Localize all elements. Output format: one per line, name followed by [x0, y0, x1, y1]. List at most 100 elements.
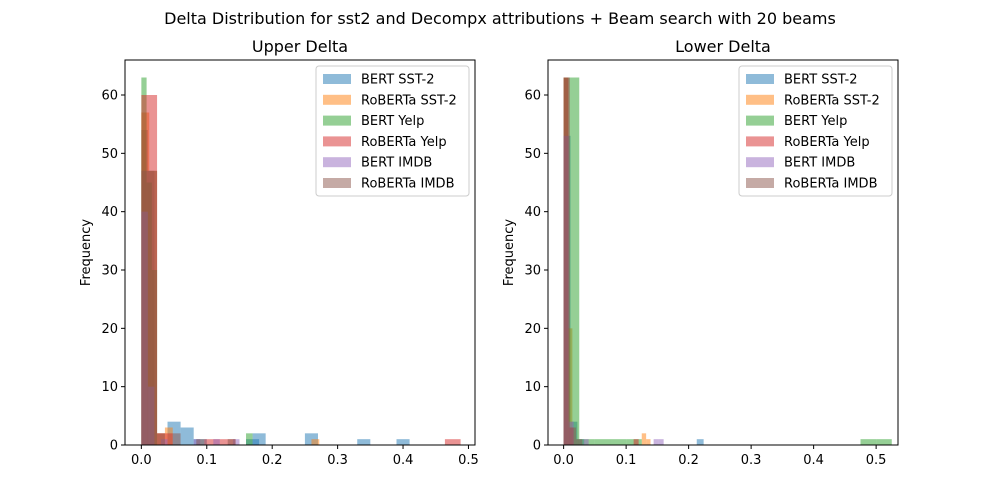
- bar-5-3: [172, 433, 181, 445]
- legend-label: BERT IMDB: [784, 156, 855, 171]
- x-ticks-lower: 0.0 0.1 0.2 0.3 0.4 0.5: [553, 445, 886, 468]
- x-tick-label: 0.2: [262, 453, 283, 468]
- legend-label: RoBERTa IMDB: [361, 177, 455, 192]
- legend-swatch: [746, 74, 774, 84]
- legend-swatch: [323, 74, 351, 84]
- bar-5-5: [227, 439, 236, 445]
- bar-4-2: [583, 439, 589, 445]
- legend-label: RoBERTa Yelp: [784, 135, 870, 150]
- legend-swatch: [746, 136, 774, 147]
- legend-label: RoBERTa IMDB: [784, 177, 878, 192]
- x-tick-label: 0.2: [678, 453, 699, 468]
- y-tick-label: 10: [524, 380, 541, 395]
- bar-1-2: [641, 433, 647, 445]
- x-tick-label: 0.3: [741, 453, 762, 468]
- subplot-lower-delta: Lower Delta 0.0 0.1 0.2 0.3 0.4 0.5 0 10 20 30 40…: [502, 37, 899, 468]
- bar-3-3: [219, 439, 236, 445]
- bar-1-4: [311, 439, 320, 445]
- subplot-title-lower: Lower Delta: [675, 37, 771, 56]
- y-tick-label: 50: [101, 147, 118, 162]
- bar-4-4: [658, 439, 664, 445]
- y-tick-label: 0: [533, 439, 541, 454]
- y-tick-label: 40: [101, 205, 118, 220]
- bar-0-9: [396, 439, 410, 445]
- bars-lower: [563, 77, 892, 445]
- x-tick-label: 0.1: [616, 453, 637, 468]
- bar-0-7: [304, 433, 318, 445]
- bar-1-3: [646, 439, 651, 445]
- y-tick-label: 40: [524, 205, 541, 220]
- x-tick-label: 0.5: [866, 453, 887, 468]
- bar-2-5: [860, 439, 877, 445]
- bar-5-0: [141, 170, 150, 445]
- x-tick-label: 0.3: [327, 453, 348, 468]
- y-tick-label: 10: [101, 380, 118, 395]
- x-ticks-upper: 0.0 0.1 0.2 0.3 0.4 0.5: [131, 445, 479, 468]
- y-tick-label: 60: [101, 89, 118, 104]
- legend-label: BERT SST-2: [784, 73, 858, 88]
- bar-4-3: [653, 439, 659, 445]
- legend-label: BERT SST-2: [361, 73, 435, 88]
- figure-title: Delta Distribution for sst2 and Decompx …: [164, 9, 836, 28]
- legend-label: BERT Yelp: [784, 114, 847, 129]
- bar-4-5: [232, 439, 240, 445]
- x-tick-label: 0.0: [553, 453, 574, 468]
- bar-5-2: [576, 439, 583, 445]
- legend-label: RoBERTa SST-2: [784, 93, 880, 108]
- bar-0-3: [180, 427, 194, 445]
- bar-2-2: [594, 439, 611, 445]
- legend-swatch: [323, 157, 351, 168]
- x-tick-label: 0.4: [803, 453, 824, 468]
- legend-swatch: [746, 157, 774, 168]
- legend-label: RoBERTa Yelp: [361, 135, 447, 150]
- x-tick-label: 0.5: [458, 453, 479, 468]
- y-tick-label: 20: [101, 322, 118, 337]
- legend-swatch: [323, 115, 351, 126]
- legend-swatch: [746, 94, 774, 105]
- y-tick-label: 0: [110, 439, 118, 454]
- x-tick-label: 0.1: [196, 453, 217, 468]
- x-tick-label: 0.0: [131, 453, 152, 468]
- bars-upper: [141, 77, 461, 445]
- bar-3-4: [444, 439, 461, 445]
- legend-swatch: [323, 136, 351, 147]
- bar-0-3: [696, 439, 704, 445]
- y-ticks-upper: 0 10 20 30 40 50 60: [101, 89, 125, 454]
- bar-5-0: [563, 77, 570, 445]
- bar-0-8: [357, 439, 371, 445]
- axes-frame-lower: [547, 59, 899, 446]
- bar-5-4: [196, 439, 205, 445]
- bar-5-2: [157, 433, 165, 445]
- bar-3-2: [204, 439, 220, 445]
- y-axis-label-upper: Frequency: [79, 219, 94, 286]
- legend-label: RoBERTa SST-2: [361, 93, 457, 108]
- bar-5-1: [569, 427, 577, 445]
- bar-2-3: [610, 439, 627, 445]
- bar-2-3: [246, 433, 253, 445]
- legend-upper: BERT SST-2 RoBERTa SST-2 BERT Yelp RoBERTa …: [315, 65, 470, 197]
- legend-swatch: [323, 178, 351, 188]
- bar-0-6: [252, 433, 266, 445]
- legend-swatch: [746, 178, 774, 188]
- y-ticks-lower: 0 10 20 30 40 50 60: [524, 89, 548, 454]
- legend-swatch: [323, 94, 351, 105]
- legend-box: [315, 65, 470, 197]
- bar-2-6: [876, 439, 892, 445]
- x-tick-label: 0.4: [393, 453, 414, 468]
- y-axis-label-lower: Frequency: [502, 219, 517, 286]
- y-tick-label: 30: [524, 264, 541, 279]
- y-tick-label: 60: [524, 89, 541, 104]
- y-tick-label: 50: [524, 147, 541, 162]
- y-tick-label: 20: [524, 322, 541, 337]
- subplot-title-upper: Upper Delta: [252, 37, 348, 56]
- legend-label: BERT IMDB: [361, 156, 432, 171]
- bar-5-1: [149, 170, 158, 445]
- legend-box: [738, 65, 893, 197]
- bar-4-4: [213, 439, 220, 445]
- legend-lower: BERT SST-2 RoBERTa SST-2 BERT Yelp RoBERTa …: [738, 65, 893, 197]
- bar-3-2: [633, 439, 639, 445]
- legend-label: BERT Yelp: [361, 114, 424, 129]
- subplot-upper-delta: Upper Delta 0.0 0.1 0.2 0.3 0.4 0.5 0 10 20 30 40…: [79, 37, 479, 468]
- legend-swatch: [746, 115, 774, 126]
